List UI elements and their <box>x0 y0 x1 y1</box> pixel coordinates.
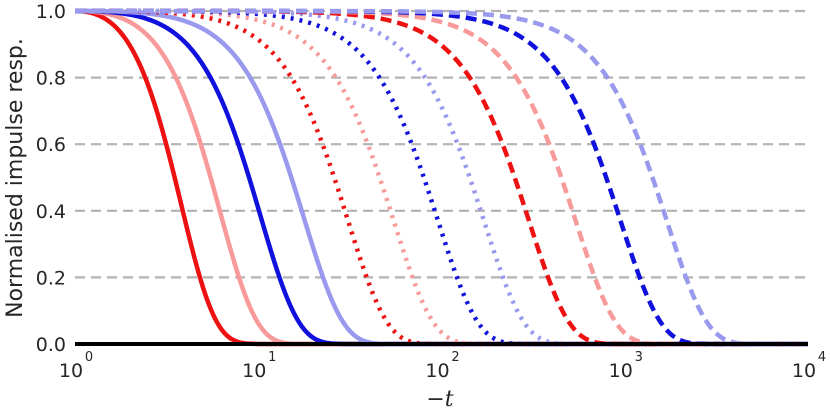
x-tick-exponent: 2 <box>451 350 459 365</box>
series-solid-blue <box>75 8 808 347</box>
x-tick-base: 10 <box>609 360 633 382</box>
x-tick-base: 10 <box>242 360 266 382</box>
series-dashed-pink <box>75 8 808 347</box>
x-tick-label-2: 102 <box>425 350 459 382</box>
x-tick-exponent: 3 <box>635 350 643 365</box>
y-tick-label-3: 0.6 <box>36 134 66 156</box>
x-tick-label-1: 101 <box>242 350 276 382</box>
series-dotted-red <box>75 8 808 347</box>
series-solid-red <box>74 8 808 347</box>
series-dotted-blue <box>75 8 808 347</box>
y-tick-labels: 0.0 0.2 0.4 0.6 0.8 1.0 <box>36 1 66 356</box>
y-tick-label-2: 0.4 <box>36 201 66 223</box>
y-axis-label: Normalised impulse resp. <box>3 38 28 318</box>
y-tick-label-5: 1.0 <box>36 1 66 23</box>
x-tick-exponent: 0 <box>85 350 93 365</box>
series-dashed-red <box>75 8 808 347</box>
x-tick-label-4: 104 <box>792 350 826 382</box>
y-tick-label-0: 0.0 <box>36 334 66 356</box>
x-tick-exponent: 4 <box>818 350 826 365</box>
y-tick-label-1: 0.2 <box>36 267 66 289</box>
x-tick-exponent: 1 <box>268 350 276 365</box>
series-dotted-pink <box>75 8 808 347</box>
grid-lines <box>75 9 808 279</box>
series-solid-pink <box>74 8 808 347</box>
series-dashed-blue <box>75 8 808 347</box>
x-tick-label-3: 103 <box>609 350 643 382</box>
series-lines <box>74 8 808 347</box>
x-tick-base: 10 <box>59 360 83 382</box>
series-solid-lightblue <box>75 8 808 347</box>
x-tick-label-0: 100 <box>59 350 93 382</box>
x-axis-label: −t <box>426 387 453 412</box>
x-tick-base: 10 <box>792 360 816 382</box>
y-tick-label-4: 0.8 <box>36 68 66 90</box>
x-tick-base: 10 <box>425 360 449 382</box>
series-dotted-lightblue <box>75 8 808 347</box>
series-dashed-lightblue <box>75 8 808 347</box>
